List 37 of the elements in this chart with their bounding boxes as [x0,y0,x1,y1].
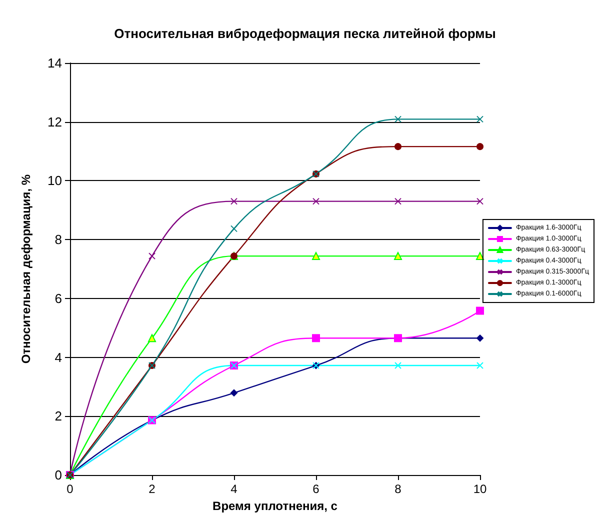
x-tick-label: 6 [312,482,320,496]
y-tick-label: 4 [54,350,62,365]
point [230,198,238,205]
y-tick-label: 8 [54,232,62,248]
point [476,116,484,123]
point [476,198,484,205]
point [312,334,320,342]
y-axis-title: Относительная деформация, % [19,174,33,364]
point [312,198,320,205]
point [476,306,484,315]
point [148,334,156,342]
chart-title: Относительная вибродеформация песка литейной формы [114,26,496,41]
x-axis-title: Время уплотнения, с [212,498,338,513]
point [394,198,402,205]
point [394,362,402,370]
point [312,252,320,260]
x-tick-label: 10 [473,482,487,496]
point [230,225,238,232]
y-tick-label: 2 [54,408,62,424]
x-tick-label: 8 [394,482,402,496]
y-tick-label: 0 [54,468,62,482]
y-tick-label: 12 [48,114,62,130]
point [148,252,156,260]
x-tick-label: 0 [66,482,74,496]
x-tick-label: 2 [148,482,156,496]
point [394,252,402,260]
point [394,143,402,150]
y-tick-label: 14 [48,56,62,70]
point [394,116,402,123]
y-tick-label: 10 [48,173,62,188]
point [230,389,238,396]
point [476,252,484,260]
x-tick-label: 4 [230,482,238,496]
y-tick-label: 6 [54,290,62,306]
point [476,362,484,370]
point [476,334,484,342]
point [476,143,484,150]
